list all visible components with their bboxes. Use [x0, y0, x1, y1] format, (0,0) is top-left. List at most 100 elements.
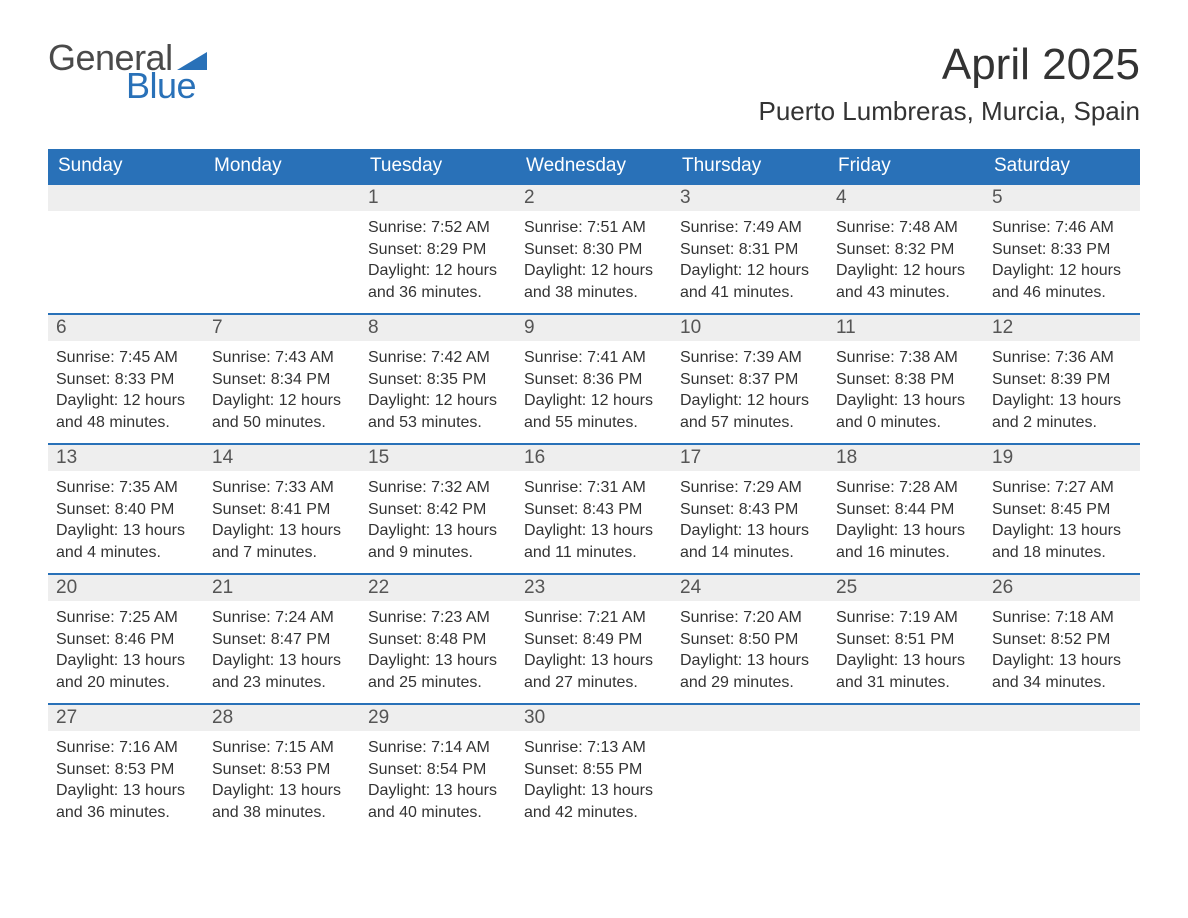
day-cell: 22Sunrise: 7:23 AMSunset: 8:48 PMDayligh…	[360, 574, 516, 704]
location-subtitle: Puerto Lumbreras, Murcia, Spain	[758, 96, 1140, 127]
day2-line: and 0 minutes.	[836, 412, 976, 434]
day-cell: 5Sunrise: 7:46 AMSunset: 8:33 PMDaylight…	[984, 184, 1140, 314]
day-cell: 16Sunrise: 7:31 AMSunset: 8:43 PMDayligh…	[516, 444, 672, 574]
sunrise-line: Sunrise: 7:39 AM	[680, 347, 820, 369]
day-body: Sunrise: 7:46 AMSunset: 8:33 PMDaylight:…	[984, 211, 1140, 311]
day-cell: 11Sunrise: 7:38 AMSunset: 8:38 PMDayligh…	[828, 314, 984, 444]
day1-line: Daylight: 13 hours	[56, 780, 196, 802]
day1-line: Daylight: 12 hours	[524, 260, 664, 282]
day-cell: 4Sunrise: 7:48 AMSunset: 8:32 PMDaylight…	[828, 184, 984, 314]
day-header-row: Sunday Monday Tuesday Wednesday Thursday…	[48, 149, 1140, 184]
day-number: 24	[672, 575, 828, 601]
day-number: 26	[984, 575, 1140, 601]
day-body: Sunrise: 7:42 AMSunset: 8:35 PMDaylight:…	[360, 341, 516, 441]
day1-line: Daylight: 12 hours	[368, 260, 508, 282]
day1-line: Daylight: 13 hours	[524, 650, 664, 672]
day-body: Sunrise: 7:32 AMSunset: 8:42 PMDaylight:…	[360, 471, 516, 571]
sunset-line: Sunset: 8:36 PM	[524, 369, 664, 391]
day-body: Sunrise: 7:24 AMSunset: 8:47 PMDaylight:…	[204, 601, 360, 701]
day-number: 29	[360, 705, 516, 731]
sunrise-line: Sunrise: 7:33 AM	[212, 477, 352, 499]
sunset-line: Sunset: 8:40 PM	[56, 499, 196, 521]
day-cell: 2Sunrise: 7:51 AMSunset: 8:30 PMDaylight…	[516, 184, 672, 314]
day-number: 15	[360, 445, 516, 471]
day-cell: 9Sunrise: 7:41 AMSunset: 8:36 PMDaylight…	[516, 314, 672, 444]
day2-line: and 18 minutes.	[992, 542, 1132, 564]
sunset-line: Sunset: 8:47 PM	[212, 629, 352, 651]
sunset-line: Sunset: 8:51 PM	[836, 629, 976, 651]
day-body: Sunrise: 7:21 AMSunset: 8:49 PMDaylight:…	[516, 601, 672, 701]
day1-line: Daylight: 13 hours	[992, 520, 1132, 542]
day-body: Sunrise: 7:18 AMSunset: 8:52 PMDaylight:…	[984, 601, 1140, 701]
sunset-line: Sunset: 8:53 PM	[56, 759, 196, 781]
sunrise-line: Sunrise: 7:52 AM	[368, 217, 508, 239]
day1-line: Daylight: 12 hours	[524, 390, 664, 412]
sunset-line: Sunset: 8:52 PM	[992, 629, 1132, 651]
day-body: Sunrise: 7:38 AMSunset: 8:38 PMDaylight:…	[828, 341, 984, 441]
week-row: 6Sunrise: 7:45 AMSunset: 8:33 PMDaylight…	[48, 314, 1140, 444]
day1-line: Daylight: 13 hours	[992, 650, 1132, 672]
sunrise-line: Sunrise: 7:15 AM	[212, 737, 352, 759]
day2-line: and 41 minutes.	[680, 282, 820, 304]
day-body: Sunrise: 7:41 AMSunset: 8:36 PMDaylight:…	[516, 341, 672, 441]
day1-line: Daylight: 12 hours	[836, 260, 976, 282]
day-header-cell: Sunday	[48, 149, 204, 184]
day-body: Sunrise: 7:23 AMSunset: 8:48 PMDaylight:…	[360, 601, 516, 701]
day2-line: and 20 minutes.	[56, 672, 196, 694]
day1-line: Daylight: 13 hours	[524, 520, 664, 542]
day-body: Sunrise: 7:14 AMSunset: 8:54 PMDaylight:…	[360, 731, 516, 831]
day1-line: Daylight: 13 hours	[368, 520, 508, 542]
day-number: 21	[204, 575, 360, 601]
day1-line: Daylight: 13 hours	[836, 390, 976, 412]
day-number	[204, 185, 360, 211]
day-cell	[204, 184, 360, 314]
day-cell: 12Sunrise: 7:36 AMSunset: 8:39 PMDayligh…	[984, 314, 1140, 444]
day-body: Sunrise: 7:35 AMSunset: 8:40 PMDaylight:…	[48, 471, 204, 571]
day-cell	[828, 704, 984, 834]
day1-line: Daylight: 13 hours	[524, 780, 664, 802]
day2-line: and 11 minutes.	[524, 542, 664, 564]
day-body: Sunrise: 7:36 AMSunset: 8:39 PMDaylight:…	[984, 341, 1140, 441]
sunset-line: Sunset: 8:29 PM	[368, 239, 508, 261]
day1-line: Daylight: 13 hours	[992, 390, 1132, 412]
week-row: 27Sunrise: 7:16 AMSunset: 8:53 PMDayligh…	[48, 704, 1140, 834]
sunrise-line: Sunrise: 7:49 AM	[680, 217, 820, 239]
sunrise-line: Sunrise: 7:36 AM	[992, 347, 1132, 369]
week-row: 1Sunrise: 7:52 AMSunset: 8:29 PMDaylight…	[48, 184, 1140, 314]
heading-block: April 2025 Puerto Lumbreras, Murcia, Spa…	[758, 40, 1140, 127]
week-row: 13Sunrise: 7:35 AMSunset: 8:40 PMDayligh…	[48, 444, 1140, 574]
day2-line: and 42 minutes.	[524, 802, 664, 824]
day-cell: 28Sunrise: 7:15 AMSunset: 8:53 PMDayligh…	[204, 704, 360, 834]
day-header-cell: Wednesday	[516, 149, 672, 184]
sunrise-line: Sunrise: 7:42 AM	[368, 347, 508, 369]
sunset-line: Sunset: 8:35 PM	[368, 369, 508, 391]
day2-line: and 9 minutes.	[368, 542, 508, 564]
day2-line: and 46 minutes.	[992, 282, 1132, 304]
sunrise-line: Sunrise: 7:20 AM	[680, 607, 820, 629]
day-number: 4	[828, 185, 984, 211]
day-body: Sunrise: 7:49 AMSunset: 8:31 PMDaylight:…	[672, 211, 828, 311]
sunset-line: Sunset: 8:49 PM	[524, 629, 664, 651]
day-cell: 20Sunrise: 7:25 AMSunset: 8:46 PMDayligh…	[48, 574, 204, 704]
day2-line: and 50 minutes.	[212, 412, 352, 434]
sunset-line: Sunset: 8:44 PM	[836, 499, 976, 521]
day-number: 16	[516, 445, 672, 471]
sunrise-line: Sunrise: 7:48 AM	[836, 217, 976, 239]
day-number	[48, 185, 204, 211]
day1-line: Daylight: 12 hours	[368, 390, 508, 412]
day-number: 1	[360, 185, 516, 211]
day2-line: and 2 minutes.	[992, 412, 1132, 434]
day-number: 13	[48, 445, 204, 471]
day2-line: and 43 minutes.	[836, 282, 976, 304]
day-cell	[672, 704, 828, 834]
day1-line: Daylight: 12 hours	[992, 260, 1132, 282]
day1-line: Daylight: 13 hours	[836, 520, 976, 542]
day-number: 22	[360, 575, 516, 601]
day2-line: and 36 minutes.	[56, 802, 196, 824]
sunset-line: Sunset: 8:39 PM	[992, 369, 1132, 391]
day-number: 28	[204, 705, 360, 731]
sunrise-line: Sunrise: 7:21 AM	[524, 607, 664, 629]
day-number	[828, 705, 984, 731]
day2-line: and 25 minutes.	[368, 672, 508, 694]
sunrise-line: Sunrise: 7:19 AM	[836, 607, 976, 629]
